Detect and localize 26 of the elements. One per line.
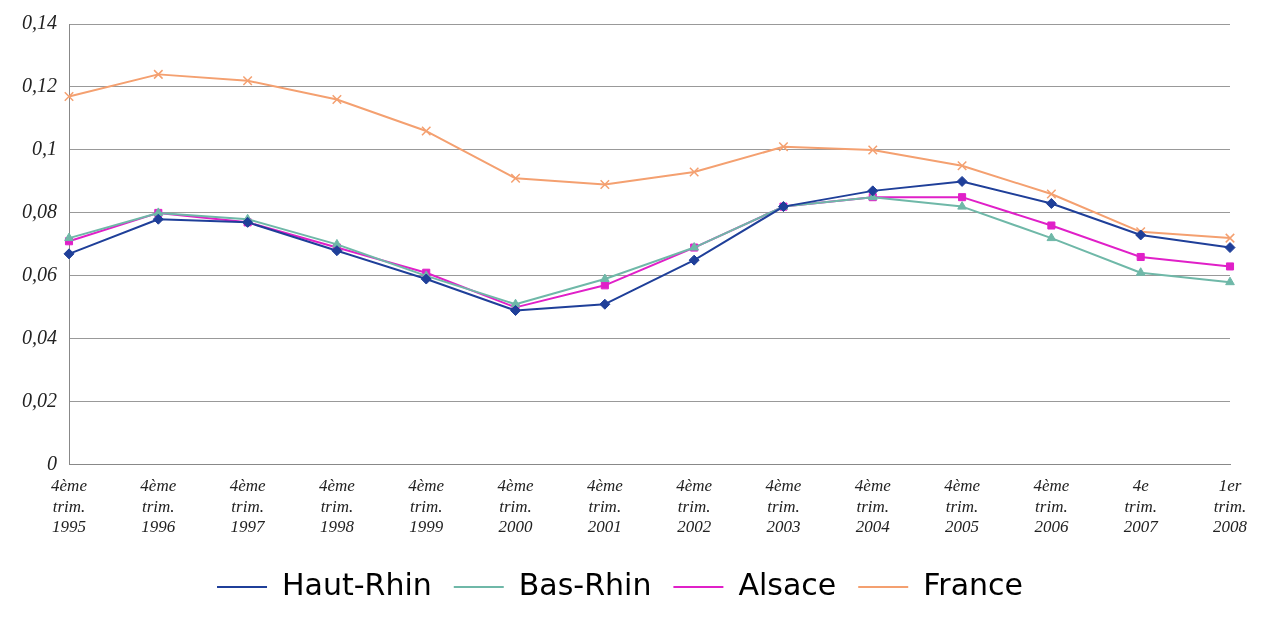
- y-tick-label: 0,12: [22, 74, 57, 97]
- y-tick-label: 0,1: [32, 137, 57, 160]
- x-tick-label: 4ème trim. 2004: [854, 476, 892, 537]
- x-tick-label: 4ème trim. 1995: [51, 476, 88, 537]
- y-tick-label: 0,08: [22, 200, 57, 223]
- x-tick-label: 4ème trim. 2002: [676, 476, 713, 537]
- x-tick-label: 4ème trim. 1997: [229, 476, 267, 537]
- legend-label: Alsace: [738, 566, 837, 602]
- legend-label: Bas-Rhin: [518, 566, 652, 602]
- x-tick-label: 4ème trim. 1999: [408, 476, 445, 537]
- y-tick-label: 0,14: [22, 11, 57, 34]
- y-tick-label: 0,06: [22, 263, 57, 286]
- x-tick-label: 4ème trim. 2000: [497, 476, 534, 537]
- x-tick-label: 4ème trim. 2005: [944, 476, 981, 537]
- legend-label: Haut-Rhin: [282, 566, 432, 602]
- x-tick-label: 4ème trim. 2006: [1033, 476, 1070, 537]
- y-tick-label: 0: [47, 452, 57, 475]
- legend-label: France: [923, 566, 1023, 602]
- x-tick-label: 4e trim. 2007: [1123, 476, 1160, 537]
- y-tick-label: 0,04: [22, 326, 57, 349]
- x-tick-label: 1er trim. 2008: [1213, 476, 1248, 537]
- x-tick-label: 4ème trim. 2001: [586, 476, 624, 537]
- x-tick-label: 4ème trim. 2003: [765, 476, 802, 537]
- x-tick-label: 4ème trim. 1998: [318, 476, 356, 537]
- y-tick-label: 0,02: [22, 389, 57, 412]
- x-tick-label: 4ème trim. 1996: [140, 476, 177, 537]
